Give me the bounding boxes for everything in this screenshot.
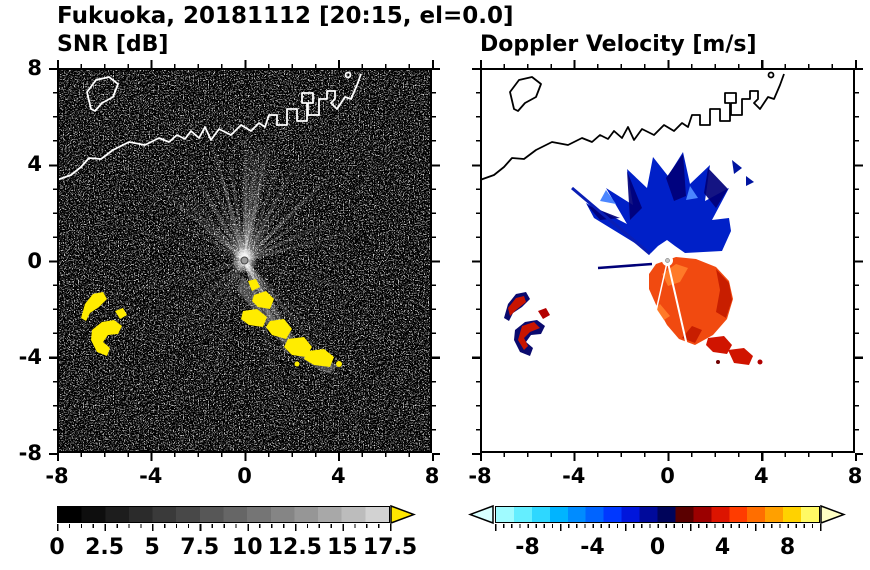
snr-ticks-right-major bbox=[432, 68, 440, 455]
snr-y-axis-labels: 8 4 0 -4 -8 bbox=[8, 56, 48, 465]
snr-ticks-bottom-major bbox=[57, 453, 434, 461]
tick-label: 8 bbox=[779, 535, 796, 560]
tick-label: 0 bbox=[27, 248, 42, 273]
snr-x-axis-labels: -8 -4 0 4 8 bbox=[45, 464, 439, 492]
doppler-colorbar bbox=[495, 506, 820, 523]
doppler-ticks-top-major bbox=[480, 60, 857, 68]
tick-label: 4 bbox=[330, 464, 346, 488]
tick-label: 12.5 bbox=[267, 535, 322, 560]
tick-label: -8 bbox=[45, 464, 69, 488]
tick-label: 8 bbox=[27, 56, 42, 80]
negative-velocity-region bbox=[571, 152, 754, 270]
coastline bbox=[480, 71, 785, 181]
snr-colorbar bbox=[57, 506, 390, 523]
snr-plot bbox=[57, 68, 432, 453]
snr-colorbar-major-ticks bbox=[57, 524, 392, 531]
coastline bbox=[57, 71, 362, 181]
tick-label: 7.5 bbox=[180, 535, 220, 560]
doppler-ticks-bottom-major bbox=[480, 453, 857, 461]
doppler-plot-frame bbox=[480, 68, 855, 453]
tick-label: 4 bbox=[753, 464, 769, 488]
tick-label: 8 bbox=[424, 464, 440, 488]
doppler-plot-panel bbox=[472, 60, 863, 461]
tick-label: 2.5 bbox=[85, 535, 125, 560]
tick-label: -4 bbox=[18, 344, 42, 369]
tick-label: -8 bbox=[515, 535, 540, 560]
snr-plot-frame bbox=[57, 68, 432, 453]
tick-label: 10 bbox=[231, 535, 263, 560]
doppler-colorbar-major-ticks bbox=[495, 524, 822, 531]
snr-ticks-top-major bbox=[57, 60, 434, 68]
snr-yellow-echoes bbox=[81, 279, 342, 367]
tick-label: 4 bbox=[27, 152, 42, 177]
doppler-colorbar-under-arrow bbox=[468, 504, 494, 525]
tick-label: 17.5 bbox=[362, 535, 418, 560]
tick-label: 0 bbox=[649, 535, 666, 560]
doppler-ticks-left-major bbox=[472, 68, 480, 455]
doppler-center-core bbox=[665, 258, 670, 263]
tick-label: 0 bbox=[49, 535, 65, 560]
radar-center-dot bbox=[240, 256, 249, 265]
tick-label: 0 bbox=[237, 464, 252, 488]
tick-label: 4 bbox=[714, 535, 731, 560]
snr-plot-panel bbox=[49, 60, 440, 461]
tick-label: 0 bbox=[660, 464, 675, 488]
snr-colorbar-labels: 0 2.5 5 7.5 10 12.5 15 17.5 bbox=[49, 535, 417, 563]
snr-ticks-left-major bbox=[49, 68, 57, 455]
tick-label: -8 bbox=[18, 441, 42, 465]
tick-label: -8 bbox=[468, 464, 492, 488]
doppler-panel-title: Doppler Velocity [m/s] bbox=[480, 32, 757, 57]
tick-label: -4 bbox=[139, 464, 163, 488]
positive-velocity-region bbox=[649, 257, 763, 365]
doppler-colorbar-over-arrow bbox=[820, 504, 846, 525]
doppler-colorbar-labels: -8 -4 0 4 8 bbox=[495, 535, 820, 563]
tick-label: -4 bbox=[580, 535, 605, 560]
tick-label: 8 bbox=[847, 464, 863, 488]
snr-panel-title: SNR [dB] bbox=[57, 32, 169, 57]
tick-label: -4 bbox=[562, 464, 586, 488]
tick-label: 15 bbox=[327, 535, 358, 560]
snr-colorbar-over-arrow bbox=[390, 504, 416, 525]
doppler-plot bbox=[480, 68, 855, 453]
doppler-ticks-right-major bbox=[855, 68, 863, 455]
tick-label: 5 bbox=[144, 535, 160, 560]
doppler-x-axis-labels: -8 -4 0 4 8 bbox=[468, 464, 862, 492]
figure-title: Fukuoka, 20181112 [20:15, el=0.0] bbox=[57, 3, 514, 29]
west-velocity-echoes bbox=[504, 292, 550, 356]
